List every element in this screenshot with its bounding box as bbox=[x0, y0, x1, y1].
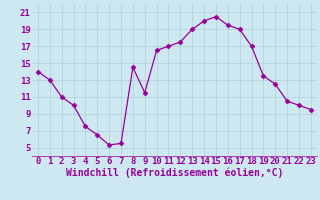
X-axis label: Windchill (Refroidissement éolien,°C): Windchill (Refroidissement éolien,°C) bbox=[66, 168, 283, 178]
